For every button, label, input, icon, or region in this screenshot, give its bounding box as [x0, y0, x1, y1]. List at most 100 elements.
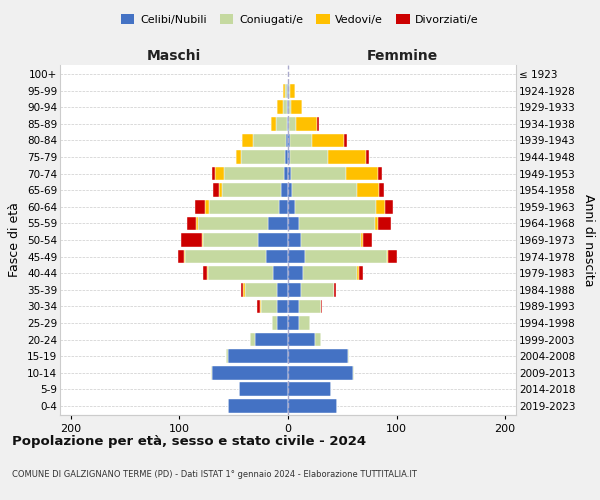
Bar — [288, 100, 289, 114]
Bar — [288, 216, 299, 230]
Text: Femmine: Femmine — [367, 48, 437, 62]
Y-axis label: Anni di nascita: Anni di nascita — [582, 194, 595, 286]
Bar — [194, 200, 205, 213]
Bar — [203, 266, 206, 280]
Bar — [290, 134, 312, 147]
Bar — [295, 200, 376, 213]
Bar — [284, 167, 288, 180]
Bar — [289, 117, 296, 130]
Bar — [205, 200, 209, 213]
Bar — [261, 300, 277, 313]
Bar — [320, 300, 322, 313]
Bar — [288, 117, 289, 130]
Bar — [257, 300, 260, 313]
Bar — [285, 150, 288, 164]
Bar — [211, 366, 212, 380]
Bar — [288, 134, 290, 147]
Bar — [288, 300, 299, 313]
Bar — [376, 200, 385, 213]
Bar — [353, 366, 354, 380]
Bar — [361, 233, 363, 247]
Bar — [359, 266, 363, 280]
Bar — [288, 332, 315, 346]
Text: Maschi: Maschi — [147, 48, 201, 62]
Bar — [288, 266, 303, 280]
Bar — [378, 216, 391, 230]
Bar — [363, 233, 371, 247]
Bar — [226, 350, 228, 363]
Bar — [277, 283, 288, 296]
Bar — [290, 150, 328, 164]
Bar — [388, 250, 397, 264]
Bar — [260, 300, 261, 313]
Bar — [277, 316, 288, 330]
Legend: Celibi/Nubili, Coniugati/e, Vedovi/e, Divorziati/e: Celibi/Nubili, Coniugati/e, Vedovi/e, Di… — [118, 10, 482, 28]
Bar — [218, 184, 222, 197]
Bar — [266, 250, 288, 264]
Bar — [273, 266, 288, 280]
Bar — [271, 117, 276, 130]
Bar — [288, 200, 295, 213]
Bar — [283, 100, 287, 114]
Bar — [299, 216, 375, 230]
Bar — [250, 332, 256, 346]
Bar — [287, 100, 288, 114]
Bar — [206, 266, 208, 280]
Bar — [242, 134, 253, 147]
Bar — [346, 167, 378, 180]
Bar — [303, 266, 358, 280]
Bar — [224, 167, 284, 180]
Bar — [301, 283, 334, 296]
Bar — [228, 399, 288, 412]
Bar — [315, 332, 320, 346]
Bar — [236, 150, 241, 164]
Bar — [209, 200, 280, 213]
Bar — [288, 283, 301, 296]
Bar — [288, 167, 291, 180]
Bar — [288, 316, 299, 330]
Bar — [317, 117, 319, 130]
Bar — [375, 216, 378, 230]
Bar — [287, 84, 288, 98]
Bar — [378, 167, 382, 180]
Bar — [288, 350, 348, 363]
Bar — [257, 233, 288, 247]
Bar — [215, 167, 224, 180]
Bar — [289, 100, 291, 114]
Bar — [312, 134, 344, 147]
Bar — [299, 300, 320, 313]
Y-axis label: Fasce di età: Fasce di età — [8, 202, 22, 278]
Bar — [212, 366, 288, 380]
Bar — [387, 250, 388, 264]
Bar — [184, 250, 185, 264]
Bar — [241, 283, 244, 296]
Bar — [196, 216, 198, 230]
Bar — [268, 216, 288, 230]
Bar — [277, 100, 283, 114]
Bar — [202, 233, 203, 247]
Bar — [334, 283, 336, 296]
Bar — [385, 200, 394, 213]
Bar — [213, 184, 218, 197]
Text: Popolazione per età, sesso e stato civile - 2024: Popolazione per età, sesso e stato civil… — [12, 435, 366, 448]
Bar — [228, 350, 288, 363]
Bar — [239, 382, 288, 396]
Bar — [285, 84, 287, 98]
Bar — [288, 399, 337, 412]
Bar — [305, 250, 387, 264]
Bar — [208, 266, 273, 280]
Bar — [344, 134, 347, 147]
Bar — [277, 300, 288, 313]
Bar — [203, 233, 257, 247]
Bar — [288, 184, 292, 197]
Bar — [287, 117, 288, 130]
Bar — [212, 167, 215, 180]
Bar — [299, 316, 310, 330]
Bar — [366, 150, 370, 164]
Bar — [241, 150, 285, 164]
Bar — [198, 216, 268, 230]
Bar — [358, 184, 379, 197]
Bar — [288, 382, 331, 396]
Bar — [286, 134, 288, 147]
Bar — [276, 117, 287, 130]
